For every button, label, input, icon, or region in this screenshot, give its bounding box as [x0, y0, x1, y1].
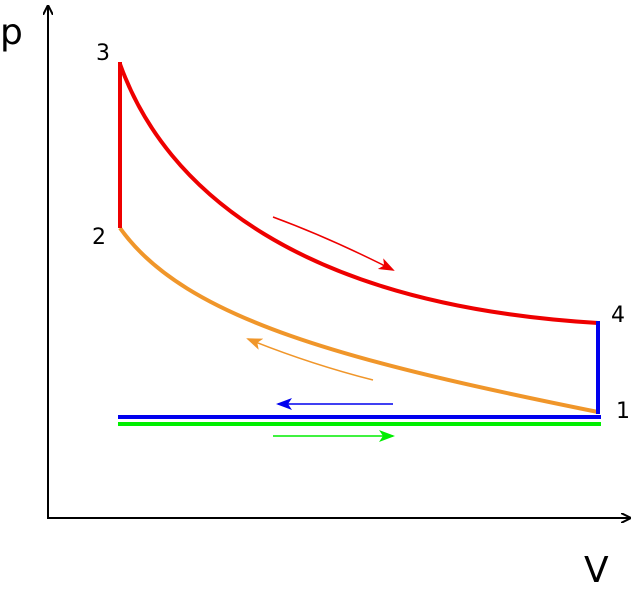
point-label: 3 — [96, 41, 110, 66]
x-axis-label: V — [584, 550, 609, 591]
expansion-arrow — [272, 216, 395, 271]
point-label: 4 — [611, 303, 625, 328]
point-label: 2 — [92, 225, 106, 250]
compression-curve — [118, 226, 599, 414]
y-axis-label: p — [0, 12, 23, 53]
compression-arrow — [246, 338, 374, 381]
expansion-curve — [118, 63, 599, 325]
point-label: 1 — [616, 399, 630, 424]
